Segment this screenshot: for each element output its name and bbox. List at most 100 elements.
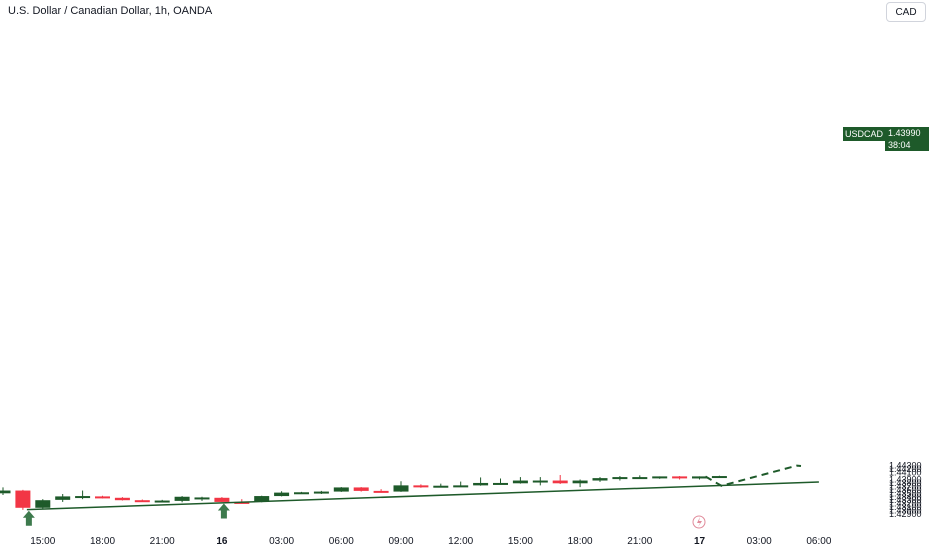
candle-body [353, 487, 369, 491]
y-tick-label: 1.43800 [889, 478, 922, 488]
candle-body [234, 501, 250, 504]
candle [194, 496, 210, 501]
x-tick-label: 16 [216, 536, 228, 547]
candle [134, 499, 150, 503]
candle [532, 477, 548, 486]
candle [652, 476, 668, 479]
candle [294, 491, 309, 495]
x-tick-label: 06:00 [329, 536, 354, 547]
candle-body [55, 496, 71, 500]
candle [413, 484, 429, 488]
candle-body [393, 485, 409, 492]
candle [711, 475, 727, 479]
x-tick-label: 17 [694, 536, 706, 547]
candle-body [453, 485, 469, 488]
up-arrow-icon [217, 503, 230, 519]
x-axis: 15:00 18:00 21:00 16 03:00 06:00 09:00 12:00 15:… [30, 536, 832, 547]
y-tick-label: 1.44200 [889, 464, 922, 474]
x-tick-label: 03:00 [269, 536, 294, 547]
x-tick-label: 09:00 [388, 536, 413, 547]
candle-body [174, 496, 190, 501]
candle [15, 489, 31, 510]
chart-title: U.S. Dollar / Canadian Dollar, 1h, OANDA [8, 5, 213, 17]
candle-body [214, 497, 230, 502]
candle-body [254, 496, 270, 502]
current-price-value: 1.43990 [888, 128, 921, 138]
candle-body [711, 476, 727, 479]
candle-body [35, 500, 51, 508]
candle-body [114, 497, 130, 501]
x-tick-label: 15:00 [508, 536, 533, 547]
y-tick-label: 1.42900 [889, 509, 922, 519]
candle-body [572, 480, 588, 484]
candle-body [154, 500, 170, 503]
candle-body [672, 476, 688, 479]
candle-body [333, 487, 349, 492]
y-tick-label: 1.43700 [889, 481, 922, 491]
y-tick-label: 1.43400 [889, 492, 922, 502]
y-tick-label: 1.43000 [889, 506, 922, 516]
candle [473, 477, 489, 486]
x-tick-label: 21:00 [150, 536, 175, 547]
candle [333, 487, 349, 492]
candle-body [692, 476, 707, 479]
y-tick-label: 1.43600 [889, 485, 922, 495]
candle-body [75, 496, 91, 499]
candle-body [413, 485, 429, 488]
candle-body [134, 500, 150, 503]
candle [453, 481, 469, 488]
candle [672, 476, 688, 480]
candle [95, 495, 110, 499]
candle-body [552, 480, 568, 484]
y-tick-label: 1.44100 [889, 468, 922, 478]
arrows-layer [22, 503, 230, 526]
up-arrow-icon [22, 510, 35, 526]
candle-body [274, 492, 290, 497]
candle-body [15, 490, 31, 508]
x-tick-label: 03:00 [747, 536, 772, 547]
projection-path [704, 464, 802, 487]
candle [0, 487, 11, 496]
candle-body [95, 496, 110, 499]
y-tick-label: 1.43900 [889, 475, 922, 485]
trendline [26, 481, 819, 511]
x-tick-label: 15:00 [30, 536, 55, 547]
y-tick-label: 1.43200 [889, 499, 922, 509]
candle-body [294, 492, 309, 495]
candle [572, 479, 588, 488]
candle-body [612, 477, 628, 480]
candle [393, 481, 409, 492]
x-tick-label: 06:00 [806, 536, 831, 547]
candle-body [592, 478, 608, 481]
candle [55, 493, 71, 502]
candle-body [512, 480, 528, 484]
current-price-tag: USDCAD 1.43990 38:04 [843, 127, 931, 151]
x-tick-label: 18:00 [568, 536, 593, 547]
candle [214, 497, 230, 502]
y-axis: 1.429001.430001.431001.432001.433001.434… [889, 461, 922, 519]
price-value-box: 1.43990 38:04 [885, 127, 929, 151]
candle [154, 499, 170, 503]
candle [552, 475, 568, 484]
currency-selector-button[interactable]: CAD [886, 2, 926, 22]
candle [512, 477, 528, 484]
candle [433, 483, 449, 488]
x-tick-label: 18:00 [90, 536, 115, 547]
lightning-icon[interactable] [692, 515, 706, 529]
candle [692, 476, 707, 480]
candle [493, 478, 508, 485]
bar-countdown: 38:04 [888, 140, 911, 150]
candle [75, 490, 91, 500]
x-tick-label: 12:00 [448, 536, 473, 547]
candle [353, 487, 369, 492]
y-tick-label: 1.43300 [889, 495, 922, 505]
candle [632, 475, 648, 480]
y-tick-label: 1.43100 [889, 502, 922, 512]
symbol-label: USDCAD [843, 127, 885, 141]
candle-body [194, 497, 210, 500]
y-tick-label: 1.43500 [889, 488, 922, 498]
y-tick-label: 1.44300 [889, 461, 922, 471]
candle [592, 477, 608, 482]
candle-body [473, 482, 489, 486]
